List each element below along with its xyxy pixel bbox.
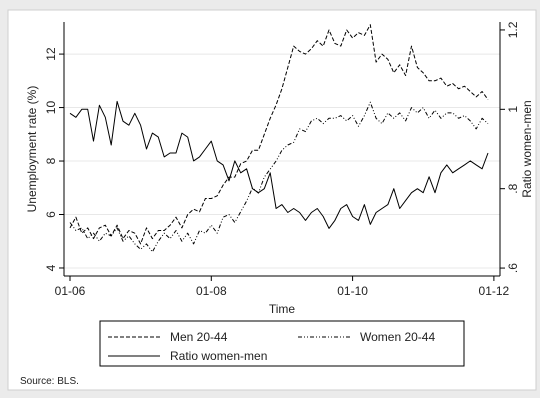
y-right-tick-label: 1.2 [506,21,520,38]
x-tick-label: 01-06 [55,284,86,298]
series-line-men-20-44 [69,24,489,245]
series-layer [69,24,489,253]
y-left-tick-label: 12 [44,47,58,61]
y-left-tick-label: 6 [44,211,58,218]
gridlines [64,53,500,269]
y-left-tick-label: 10 [44,101,58,115]
axis-ticks: 4 6 8 10 12 .6 .8 1 1.2 01-06 01-08 01-10 01-12 [44,21,520,298]
y-right-tick-label: .6 [506,263,520,273]
legend-label-ratio: Ratio women-men [170,349,267,363]
legend-label-women: Women 20-44 [360,330,435,344]
y-axis-right-label: Ratio women-men [520,100,534,197]
x-tick-label: 01-12 [479,284,510,298]
y-right-tick-label: 1 [506,106,520,113]
legend-box [99,320,465,367]
series-line-women-20-44 [69,101,489,253]
series-line-ratio-women-men [69,100,489,229]
source-note: Source: BLS. [20,376,79,387]
legend-label-men: Men 20-44 [170,330,228,344]
plot-area [64,22,500,276]
y-axis-left-label: Unemployment rate (%) [25,86,39,213]
y-left-tick-label: 4 [44,264,58,271]
x-tick-label: 01-10 [337,284,368,298]
x-axis-label: Time [269,302,296,316]
x-tick-label: 01-08 [196,284,227,298]
y-left-tick-label: 8 [44,157,58,164]
legend: Men 20-44 Women 20-44 Ratio women-men [99,320,465,367]
y-right-tick-label: .8 [506,183,520,193]
